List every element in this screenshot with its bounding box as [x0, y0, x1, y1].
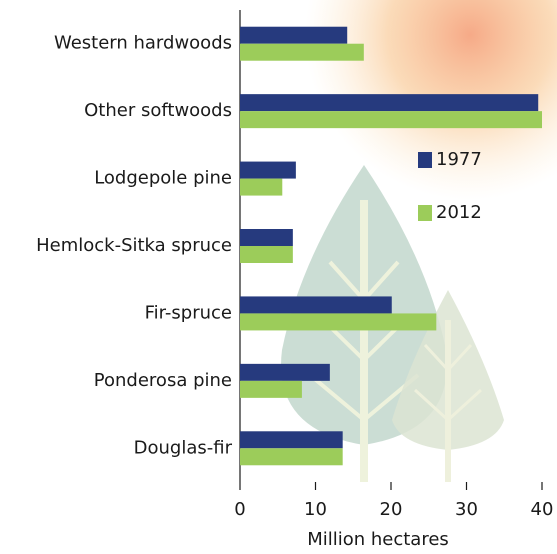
x-tick-label: 30 — [455, 499, 478, 520]
y-tick-label: Douglas-fir — [134, 437, 233, 458]
y-tick-label: Fir-spruce — [145, 302, 232, 323]
bar — [240, 381, 302, 398]
x-tick-label: 20 — [380, 499, 403, 520]
y-tick-label: Lodgepole pine — [94, 168, 232, 189]
bar — [240, 229, 293, 246]
chart: Million hectares 0 10 20 30 40 Western hardwo… — [0, 0, 557, 554]
bar — [240, 162, 296, 179]
bar — [240, 111, 542, 128]
bar — [240, 364, 330, 381]
legend-swatch — [418, 205, 432, 221]
y-tick-label: Western hardwoods — [54, 33, 232, 54]
bar — [240, 94, 538, 111]
legend-swatch — [418, 152, 432, 168]
bar — [240, 431, 343, 448]
y-tick-label: Ponderosa pine — [94, 370, 232, 391]
decoration — [281, 0, 557, 482]
x-axis-title: Million hectares — [307, 529, 449, 550]
bar — [240, 296, 392, 313]
x-tick-label: 10 — [304, 499, 327, 520]
bar — [240, 27, 347, 44]
bar — [240, 179, 282, 196]
legend-label: 1977 — [436, 149, 482, 170]
bar — [240, 44, 364, 61]
y-tick-label: Hemlock-Sitka spruce — [36, 235, 232, 256]
x-tick-label: 0 — [234, 499, 245, 520]
bar — [240, 448, 343, 465]
bar — [240, 313, 436, 330]
bar — [240, 246, 293, 263]
legend-label: 2012 — [436, 202, 482, 223]
x-tick-label: 40 — [531, 499, 554, 520]
y-tick-label: Other softwoods — [84, 100, 232, 121]
